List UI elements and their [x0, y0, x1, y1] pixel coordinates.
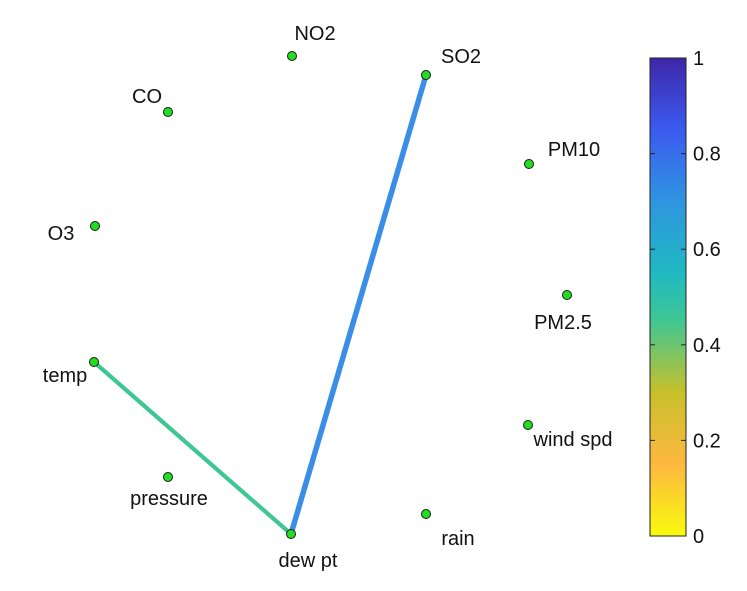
node-rain: [421, 509, 431, 519]
node-label-no2: NO2: [294, 23, 335, 45]
colorbar-tick-label: 0.2: [693, 430, 721, 452]
node-label-o3: O3: [48, 223, 75, 245]
node-no2: [287, 51, 297, 61]
colorbar-tick-label: 0: [693, 526, 704, 548]
node-label-pm2-5: PM2.5: [534, 312, 592, 334]
node-label-dew-pt: dew pt: [279, 550, 338, 572]
colorbar-tick-label: 0.8: [693, 144, 721, 166]
node-layer: NO2 SO2 CO PM10 O3 PM2.5 temp wind spd pressure r…: [43, 23, 613, 572]
node-label-wind-spd: wind spd: [533, 429, 613, 451]
colorbar-ticks: 0 0.2 0.4 0.6 0.8 1: [650, 48, 721, 548]
node-label-pm10: PM10: [548, 139, 600, 161]
node-pm2-5: [562, 290, 572, 300]
node-co: [163, 107, 173, 117]
node-pressure: [163, 472, 173, 482]
node-label-co: CO: [132, 86, 162, 108]
node-temp: [89, 357, 99, 367]
colorbar-tick-label: 1: [693, 48, 704, 70]
colorbar-gradient: [649, 57, 687, 537]
node-o3: [90, 221, 100, 231]
edge-dew-pt-SO2: [288, 72, 429, 537]
colorbar: 0 0.2 0.4 0.6 0.8 1: [649, 48, 721, 548]
node-label-rain: rain: [441, 528, 474, 550]
colorbar-tick-label: 0.6: [693, 239, 721, 261]
node-dew-pt: [286, 529, 296, 539]
node-so2: [421, 70, 431, 80]
node-label-pressure: pressure: [130, 488, 208, 510]
edge-temp-dew-pt: [91, 359, 294, 537]
colorbar-tick-label: 0.4: [693, 335, 721, 357]
edge-layer: [91, 72, 429, 537]
node-label-temp: temp: [43, 365, 87, 387]
node-label-so2: SO2: [441, 46, 481, 68]
node-pm10: [524, 159, 534, 169]
node-wind-spd: [523, 420, 533, 430]
